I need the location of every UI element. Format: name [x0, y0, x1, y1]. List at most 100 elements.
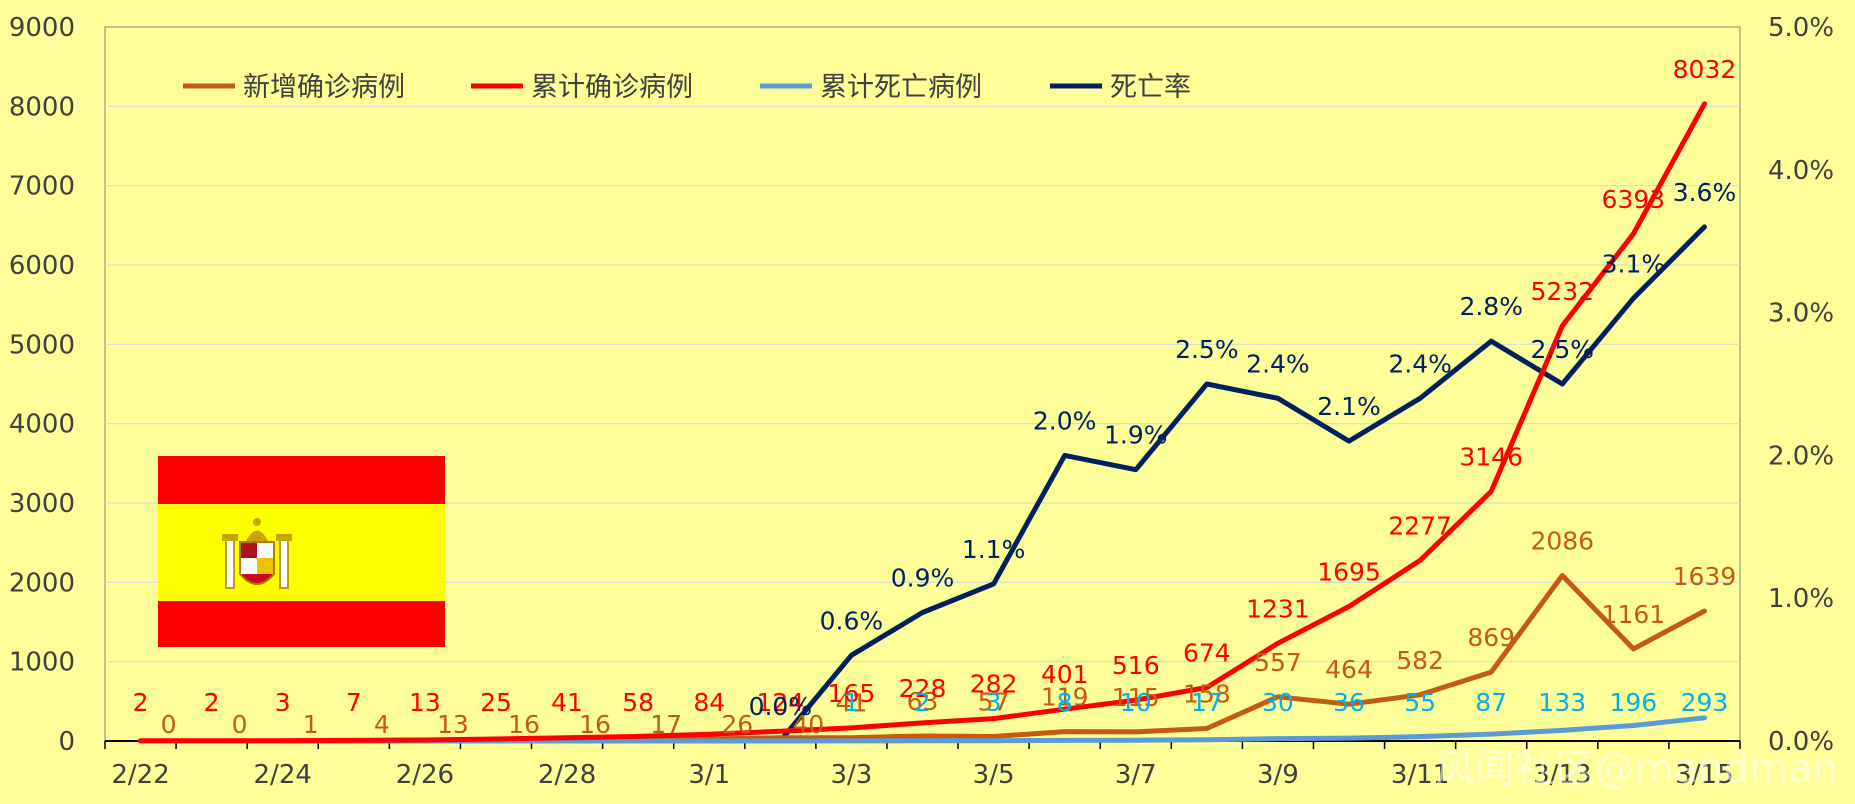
data-label-series-1: 84	[693, 688, 725, 717]
data-label-series-0: 17	[650, 710, 682, 739]
y-left-tick-label: 1000	[9, 648, 75, 678]
data-label-series-1: 7	[346, 688, 362, 717]
x-tick-label: 3/13	[1533, 760, 1591, 790]
data-label-series-3: 0.6%	[820, 606, 884, 635]
data-label-series-1: 228	[899, 674, 947, 703]
data-label-series-0: 1639	[1673, 562, 1737, 591]
data-label-series-0: 0	[232, 710, 248, 739]
watermark: 风闻社区@mandman	[1435, 746, 1838, 792]
x-tick-label: 2/26	[396, 760, 454, 790]
data-label-series-0: 40	[792, 710, 824, 739]
data-label-series-0: 464	[1325, 655, 1373, 684]
data-label-series-0: 16	[508, 710, 540, 739]
spain-flag-icon	[158, 456, 445, 647]
data-label-series-2: 8	[1057, 688, 1073, 717]
series-lines	[138, 101, 1707, 744]
data-label-series-1: 165	[828, 679, 876, 708]
y-right-tick-label: 3.0%	[1768, 299, 1834, 329]
data-label-series-2: 133	[1538, 688, 1586, 717]
coat-of-arms-icon	[222, 518, 292, 589]
y-right-tick-label: 1.0%	[1768, 584, 1834, 614]
y-left-tick-label: 3000	[9, 489, 75, 519]
data-label-series-3: 2.4%	[1388, 349, 1452, 378]
y-right-tick-label: 4.0%	[1768, 156, 1834, 186]
y-left-tick-label: 5000	[9, 330, 75, 360]
data-label-series-1: 124	[756, 688, 804, 717]
data-label-series-3: 2.1%	[1317, 392, 1381, 421]
data-label-series-1: 401	[1041, 660, 1089, 689]
data-label-series-0: 582	[1396, 646, 1444, 675]
data-label-series-1: 41	[551, 688, 583, 717]
data-label-series-1: 516	[1112, 651, 1160, 680]
x-tick-label: 2/24	[254, 760, 312, 790]
data-label-series-0: 16	[579, 710, 611, 739]
data-label-series-0: 13	[437, 710, 469, 739]
data-label-series-2: 1	[843, 688, 859, 717]
data-label-series-0: 1161	[1602, 600, 1666, 629]
data-label-series-0: 2086	[1530, 527, 1594, 556]
data-label-series-1: 5232	[1530, 277, 1594, 306]
data-label-series-3: 2.5%	[1175, 335, 1239, 364]
data-label-series-1: 2	[204, 688, 220, 717]
y-right-tick-label: 0.0%	[1768, 727, 1834, 757]
data-label-series-1: 1231	[1246, 594, 1310, 623]
y-left-tick-label: 2000	[9, 568, 75, 598]
y-left-tick-label: 0	[58, 727, 75, 757]
series-line-1	[138, 101, 1707, 744]
x-tick-label: 3/1	[688, 760, 730, 790]
data-label-series-1: 674	[1183, 639, 1231, 668]
legend-entry: 累计确诊病例	[531, 72, 693, 103]
data-label-series-0: 41	[836, 689, 868, 718]
data-label-series-3: 2.0%	[1033, 406, 1097, 435]
legend-entry: 累计死亡病例	[820, 72, 982, 103]
y-left-tick-label: 8000	[9, 92, 75, 122]
data-label-series-0: 557	[1254, 648, 1302, 677]
y-right-tick-label: 5.0%	[1768, 13, 1834, 43]
data-label-series-0: 119	[1041, 683, 1089, 712]
data-label-series-0: 26	[721, 710, 753, 739]
data-label-series-1: 58	[622, 688, 654, 717]
x-tick-label: 3/7	[1115, 760, 1157, 790]
x-tick-label: 2/22	[111, 760, 169, 790]
data-label-series-2: 17	[1191, 688, 1223, 717]
y-left-tick-label: 7000	[9, 172, 75, 202]
legend-entry: 死亡率	[1110, 72, 1191, 103]
data-label-series-2: 30	[1262, 688, 1294, 717]
data-label-series-2: 3	[986, 688, 1002, 717]
x-tick-label: 3/11	[1391, 760, 1449, 790]
data-label-series-2: 196	[1610, 688, 1658, 717]
x-tick-label: 3/9	[1257, 760, 1299, 790]
data-label-series-1: 2277	[1388, 511, 1452, 540]
data-label-series-2: 36	[1333, 688, 1365, 717]
y-left-tick-label: 6000	[9, 251, 75, 281]
data-label-series-2: 2	[915, 688, 931, 717]
data-label-series-1: 2	[133, 688, 149, 717]
axes: 0 1000 2000 3000 4000 5000 6000 7000 8000 9000 0.0…	[9, 13, 1834, 790]
data-label-series-0: 869	[1467, 623, 1515, 652]
data-label-series-3: 1.9%	[1104, 421, 1168, 450]
series-line-3	[777, 224, 1707, 744]
data-label-series-3: 2.4%	[1246, 349, 1310, 378]
data-label-series-2: 10	[1120, 688, 1152, 717]
data-label-series-3: 1.1%	[962, 535, 1026, 564]
y-left-tick-label: 4000	[9, 410, 75, 440]
y-left-tick-label: 9000	[9, 13, 75, 43]
data-label-series-3: 3.6%	[1673, 178, 1737, 207]
data-label-series-3: 2.8%	[1459, 292, 1523, 321]
data-label-series-1: 8032	[1673, 55, 1737, 84]
data-label-series-2: 55	[1404, 688, 1436, 717]
legend-entry: 新增确诊病例	[243, 72, 405, 103]
data-label-series-2: 293	[1681, 688, 1729, 717]
data-label-series-3: 0.0%	[749, 692, 813, 721]
x-tick-label: 2/28	[538, 760, 596, 790]
data-label-series-1: 25	[480, 688, 512, 717]
data-label-series-1: 282	[970, 670, 1018, 699]
data-label-series-0: 57	[978, 687, 1010, 716]
y-right-tick-label: 2.0%	[1768, 441, 1834, 471]
data-label-series-2: 87	[1475, 688, 1507, 717]
data-label-series-3: 3.1%	[1602, 249, 1666, 278]
data-label-series-1: 1695	[1317, 558, 1381, 587]
data-label-series-1: 6393	[1602, 185, 1666, 214]
